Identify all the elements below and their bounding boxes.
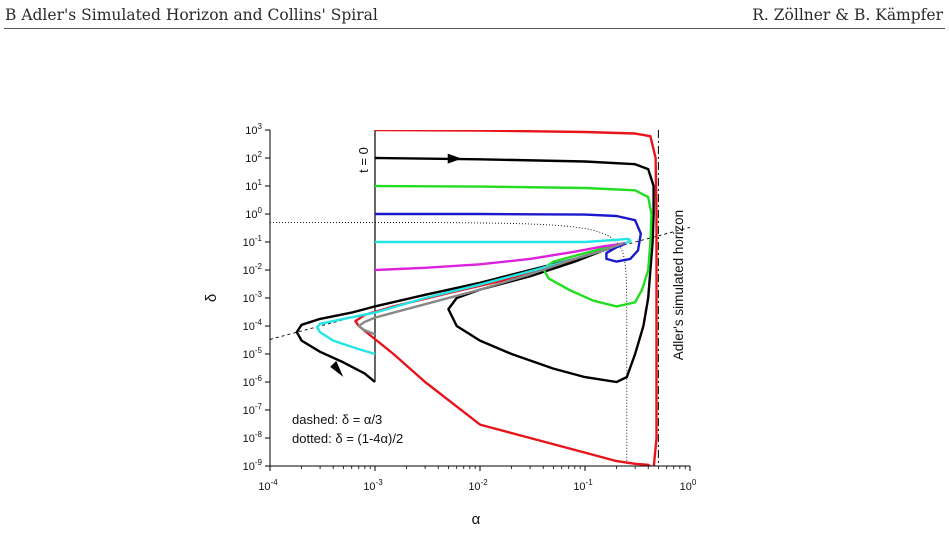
page-header: B Adler's Simulated Horizon and Collins'…	[0, 0, 949, 30]
dotted-legend-label: dotted: δ = (1-4α)/2	[292, 431, 403, 446]
header-rule	[4, 28, 945, 29]
dashed-legend-label: dashed: δ = α/3	[292, 412, 382, 427]
trajectory-6	[375, 237, 632, 245]
y-tick-label: 10-5	[243, 346, 263, 361]
trajectory-3	[295, 242, 626, 383]
x-tick-label: 10-3	[363, 478, 383, 493]
trajectory-9	[357, 242, 624, 336]
arrow-icon	[330, 360, 344, 377]
y-tick-label: 10-3	[243, 290, 263, 305]
y-tick-label: 10-1	[243, 234, 263, 249]
x-tick-label: 10-1	[573, 478, 593, 493]
y-axis-title: δ	[203, 294, 220, 302]
x-tick-label: 10-4	[258, 478, 278, 493]
trajectory-2	[374, 156, 655, 384]
trajectory-5	[375, 212, 642, 263]
y-tick-label: 103	[245, 122, 262, 137]
y-tick-label: 10-2	[243, 262, 263, 277]
y-tick-label: 10-7	[243, 402, 263, 417]
section-title: B Adler's Simulated Horizon and Collins'…	[5, 6, 378, 24]
authors: R. Zöllner & B. Kämpfer	[752, 6, 943, 24]
y-tick-label: 10-8	[243, 430, 263, 445]
y-tick-label: 100	[245, 206, 262, 221]
x-tick-label: 100	[680, 478, 697, 493]
x-tick-label: 10-2	[468, 478, 488, 493]
arrow-icon	[447, 153, 462, 164]
y-tick-label: 10-9	[243, 458, 263, 473]
trajectory-4	[374, 184, 653, 308]
dotted-reference-line	[270, 221, 628, 466]
y-tick-label: 102	[245, 150, 262, 165]
y-tick-label: 10-6	[243, 374, 263, 389]
horizon-label: Adler's simulated horizon	[671, 210, 686, 360]
t0-label: t = 0	[356, 147, 371, 173]
y-tick-label: 101	[245, 178, 262, 193]
x-axis-title: α	[472, 511, 481, 528]
y-tick-label: 10-4	[243, 318, 263, 333]
